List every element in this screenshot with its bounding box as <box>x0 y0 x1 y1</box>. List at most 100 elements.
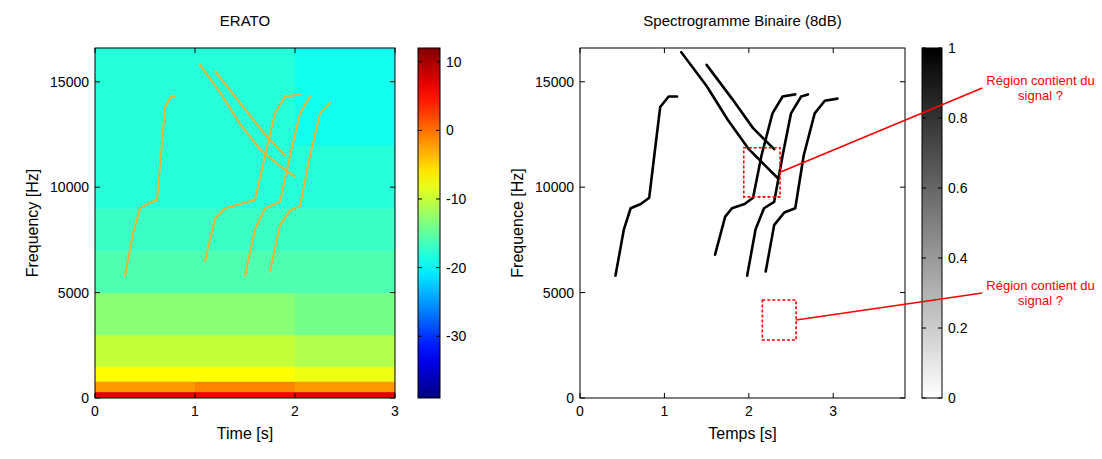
trace <box>215 71 285 155</box>
colorbar-tick <box>938 188 942 189</box>
x-tick <box>295 48 296 53</box>
plot-background <box>580 48 905 398</box>
heat-cell <box>295 335 395 367</box>
y-tick-label: 0 <box>566 390 574 406</box>
colorbar-tick <box>418 336 422 337</box>
colorbar-tick-label: -30 <box>446 328 466 344</box>
heat-cell <box>195 392 296 398</box>
leader-line <box>796 293 982 320</box>
colorbar-tick <box>418 198 422 199</box>
colorbar-tick-label: 0.8 <box>948 110 968 126</box>
heat-cell <box>295 366 395 381</box>
y-tick <box>95 292 100 293</box>
plot-background <box>95 48 395 398</box>
colorbar-tick <box>436 130 440 131</box>
colorbar-tick-label: -20 <box>446 260 466 276</box>
trace <box>245 96 310 275</box>
annotation-line: signal ? <box>1018 293 1063 308</box>
panel: 0123050001000015000ERATOTime [s]Frequenc… <box>24 12 467 442</box>
colorbar-tick <box>938 258 942 259</box>
colorbar-tick-label: 0 <box>446 122 454 138</box>
y-tick-label: 15000 <box>50 74 89 90</box>
heat-cell <box>195 366 296 381</box>
y-tick <box>390 187 395 188</box>
colorbar-tick-label: 10 <box>446 54 462 70</box>
heat-cell <box>95 48 196 145</box>
colorbar-tick <box>418 267 422 268</box>
y-tick <box>580 398 585 399</box>
colorbar-tick <box>418 130 422 131</box>
y-tick <box>580 81 585 82</box>
colorbar-tick-label: 0.4 <box>948 250 968 266</box>
y-tick <box>900 81 905 82</box>
x-axis-title: Time [s] <box>217 425 273 442</box>
y-tick <box>580 292 585 293</box>
x-tick <box>295 393 296 398</box>
x-tick-label: 2 <box>745 403 753 419</box>
colorbar-tick <box>922 258 926 259</box>
plot-area <box>615 52 837 275</box>
heat-cell <box>95 392 196 398</box>
y-tick-label: 10000 <box>535 179 574 195</box>
figure: 0123050001000015000ERATOTime [s]Frequenc… <box>0 0 1102 459</box>
x-tick <box>664 48 665 53</box>
y-tick <box>900 398 905 399</box>
heat-cell <box>95 208 196 251</box>
title: Spectrogramme Binaire (8dB) <box>643 12 841 29</box>
trace <box>707 65 775 149</box>
colorbar-tick <box>938 398 942 399</box>
x-tick <box>580 393 581 398</box>
annotation-text: Région contient dusignal ? <box>986 73 1094 103</box>
y-tick <box>900 292 905 293</box>
heat-cell <box>295 392 395 398</box>
x-tick <box>195 48 196 53</box>
heat-cell <box>295 381 395 392</box>
heat-cell <box>195 335 296 367</box>
x-tick <box>395 48 396 53</box>
trace <box>270 103 330 272</box>
heat-cell <box>95 293 196 336</box>
heat-cell <box>295 208 395 251</box>
y-tick <box>95 398 100 399</box>
y-axis-title: Frequency [Hz] <box>24 169 41 277</box>
heat-cell <box>95 381 196 392</box>
x-tick <box>748 48 749 53</box>
y-tick <box>390 292 395 293</box>
colorbar-tick <box>922 48 926 49</box>
colorbar-tick <box>938 328 942 329</box>
colorbar-tick <box>938 48 942 49</box>
y-tick-label: 0 <box>81 390 89 406</box>
colorbar-tick-label: 0.2 <box>948 320 968 336</box>
x-tick-label: 2 <box>291 403 299 419</box>
colorbar-tick <box>436 336 440 337</box>
trace <box>125 96 175 275</box>
colorbar-tick <box>922 398 926 399</box>
colorbar <box>418 48 440 398</box>
x-tick <box>195 393 196 398</box>
colorbar-tick <box>436 267 440 268</box>
y-tick <box>95 81 100 82</box>
plot-frame <box>95 48 395 398</box>
annotation-text: Région contient dusignal ? <box>986 278 1094 308</box>
plot-area <box>95 48 395 398</box>
y-tick <box>900 187 905 188</box>
x-tick-label: 0 <box>576 403 584 419</box>
heat-cell <box>95 145 196 209</box>
x-tick <box>395 393 396 398</box>
colorbar-tick <box>436 61 440 62</box>
annotation-box <box>762 300 796 340</box>
colorbar-tick-label: 0 <box>948 390 956 406</box>
x-tick-label: 0 <box>91 403 99 419</box>
heat-cell <box>95 366 196 381</box>
x-tick-label: 1 <box>191 403 199 419</box>
y-tick <box>580 187 585 188</box>
x-tick-label: 3 <box>829 403 837 419</box>
y-tick-label: 15000 <box>535 74 574 90</box>
y-tick <box>390 398 395 399</box>
colorbar-tick <box>436 198 440 199</box>
trace <box>615 96 677 275</box>
heat-cell <box>195 381 296 392</box>
heat-cell <box>95 250 196 293</box>
panel: 0123050001000015000Spectrogramme Binaire… <box>509 12 1095 442</box>
trace <box>766 99 838 272</box>
